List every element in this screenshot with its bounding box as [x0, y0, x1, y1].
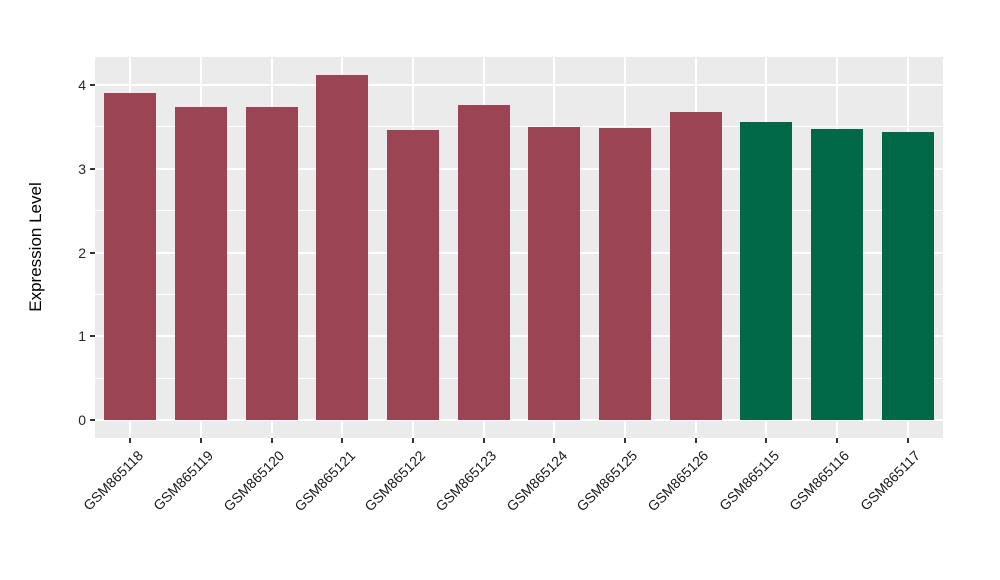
- x-tick-label: GSM865122: [361, 447, 429, 515]
- y-tick-mark: [90, 83, 95, 86]
- bar: [669, 112, 722, 421]
- bar: [881, 131, 934, 421]
- x-tick-mark: [624, 438, 626, 443]
- y-tick-label: 0: [78, 412, 86, 429]
- bar: [528, 126, 581, 421]
- x-tick-label: GSM865126: [644, 447, 712, 515]
- x-tick-label: GSM865125: [573, 447, 641, 515]
- bar: [245, 106, 298, 421]
- minor-gridline-y: [95, 377, 943, 379]
- minor-gridline-y: [95, 210, 943, 212]
- major-gridline-y: [95, 419, 943, 422]
- major-gridline-y: [95, 83, 943, 86]
- bar: [599, 128, 651, 421]
- x-tick-mark: [765, 438, 768, 443]
- x-tick-mark: [553, 438, 556, 443]
- y-tick-mark: [90, 419, 95, 422]
- x-tick-mark: [129, 438, 132, 443]
- x-tick-mark: [906, 438, 909, 443]
- x-tick-mark: [694, 438, 697, 443]
- x-tick-mark: [341, 438, 344, 443]
- x-tick-label: GSM865118: [79, 447, 146, 514]
- x-tick-mark: [836, 438, 838, 443]
- bar: [316, 74, 369, 421]
- major-gridline-y: [95, 335, 943, 338]
- bar: [175, 106, 227, 421]
- x-tick-label: GSM865116: [786, 447, 853, 514]
- y-axis-title: Expression Level: [26, 182, 45, 312]
- x-tick-label: GSM865119: [150, 447, 217, 514]
- x-tick-label: GSM865115: [715, 447, 782, 514]
- x-tick-label: GSM865124: [503, 447, 570, 515]
- bar: [104, 93, 157, 421]
- y-tick-mark: [90, 335, 95, 338]
- x-tick-mark: [412, 438, 414, 443]
- x-tick-mark: [200, 438, 202, 443]
- bar: [387, 130, 439, 421]
- bar: [811, 129, 863, 421]
- plot-panel: [95, 57, 943, 438]
- major-gridline-y: [95, 167, 943, 170]
- y-tick-label: 2: [78, 244, 86, 261]
- y-tick-label: 1: [78, 328, 86, 345]
- x-tick-mark: [270, 438, 273, 443]
- y-tick-label: 4: [78, 76, 86, 93]
- x-tick-label: GSM865121: [291, 447, 358, 515]
- x-tick-label: GSM865120: [220, 447, 288, 515]
- y-tick-mark: [90, 167, 95, 170]
- bar: [740, 121, 793, 421]
- minor-gridline-y: [95, 293, 943, 295]
- y-tick-mark: [90, 251, 95, 254]
- x-tick-label: GSM865117: [857, 447, 924, 514]
- y-tick-label: 3: [78, 160, 86, 177]
- x-tick-label: GSM865123: [432, 447, 500, 515]
- minor-gridline-y: [95, 126, 943, 128]
- bar: [457, 104, 510, 421]
- major-gridline-y: [95, 251, 943, 254]
- x-tick-mark: [482, 438, 485, 443]
